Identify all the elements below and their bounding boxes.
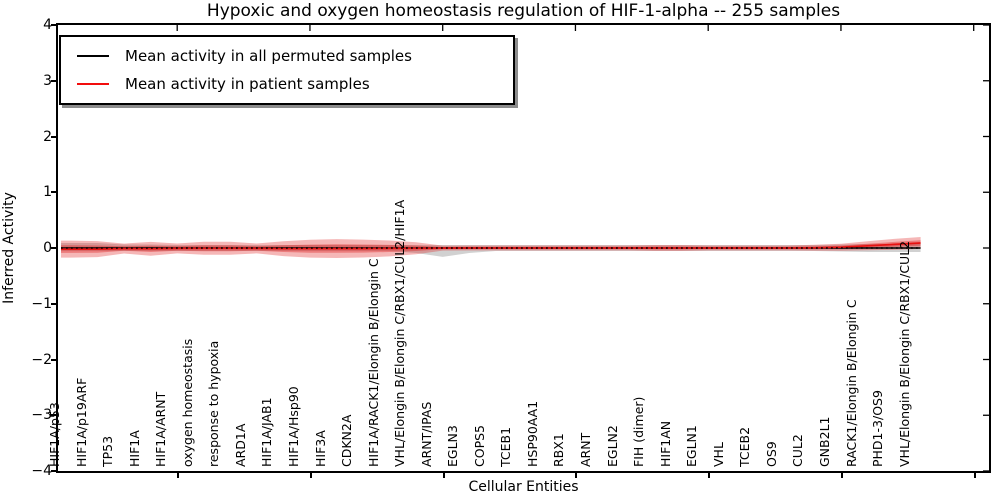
bottom-tick-mark xyxy=(840,473,843,478)
x-tick-label: VHL xyxy=(710,442,726,467)
x-tick-label: PHD1-3/OS9 xyxy=(870,390,886,467)
permuted-confidence-band xyxy=(61,243,921,257)
left-tick-mark xyxy=(51,24,56,26)
y-tick-label: 4 xyxy=(43,17,52,33)
x-tick-label: FIH (dimer) xyxy=(631,396,647,467)
x-tick-label: HIF1A/p53 xyxy=(47,402,62,467)
y-tick-label: −3 xyxy=(31,407,52,424)
left-tick-mark xyxy=(51,79,56,82)
x-tick-label: VHL/Elongin B/Elongin C/RBX1/CUL2/HIF1A xyxy=(392,199,408,467)
x-tick-label: ARNT xyxy=(578,432,593,467)
x-tick-label: CDKN2A xyxy=(339,414,355,467)
x-tick-label: TCEB2 xyxy=(737,426,753,467)
x-tick-label: TP53 xyxy=(100,435,116,467)
y-tick-label: −4 xyxy=(31,463,52,479)
x-tick-label: RBX1 xyxy=(551,433,567,467)
legend-item-permuted: Mean activity in all permuted samples xyxy=(71,42,503,70)
y-tick-label: 3 xyxy=(43,72,52,89)
x-tick-label: HIF1A xyxy=(126,430,142,467)
x-tick-label: ARNT/IPAS xyxy=(418,401,434,467)
x-tick-label: EGLN1 xyxy=(684,425,700,467)
x-tick-label: HIF1A/ARNT xyxy=(153,391,169,467)
x-tick-label: HIF3A xyxy=(312,430,328,467)
x-tick-label: TCEB1 xyxy=(498,426,514,467)
x-tick-label: COPS5 xyxy=(471,425,487,467)
x-tick-label: CUL2 xyxy=(790,434,806,467)
bottom-tick-mark xyxy=(708,473,711,478)
y-tick-label: −1 xyxy=(31,295,52,312)
bottom-tick-mark xyxy=(309,473,312,478)
x-tick-label: response to hypoxia xyxy=(206,340,222,467)
left-tick-mark xyxy=(51,247,56,249)
x-tick-label: VHL/Elongin B/Elongin C/RBX1/CUL2 xyxy=(896,240,912,467)
x-tick-label: EGLN2 xyxy=(604,425,620,467)
legend: Mean activity in all permuted samples Me… xyxy=(59,35,515,105)
x-tick-label: oxygen homeostasis xyxy=(179,338,195,467)
x-axis-label: Cellular Entities xyxy=(468,479,579,495)
left-tick-mark xyxy=(51,302,56,305)
left-tick-mark xyxy=(51,470,56,472)
permuted-line-swatch-icon xyxy=(77,55,109,57)
x-tick-label: HSP90AA1 xyxy=(524,400,540,467)
bottom-tick-mark xyxy=(575,473,578,478)
x-tick-label: HIF1AN xyxy=(657,420,673,467)
y-tick-label: 2 xyxy=(43,128,52,145)
x-tick-label: GNB2L1 xyxy=(816,416,832,467)
x-tick-label: HIF1A/JAB1 xyxy=(259,397,275,467)
x-tick-label: EGLN3 xyxy=(445,425,461,467)
plot-area: HIF1A/p53 HIF1A/p19ARF TP53 HIF1A HIF1A/ARNT… xyxy=(47,23,991,473)
left-tick-mark xyxy=(51,191,56,194)
x-tick-label: ARD1A xyxy=(232,423,248,467)
patient-band-inner xyxy=(61,240,921,253)
patient-line-swatch-icon xyxy=(77,83,109,85)
chart-title: Hypoxic and oxygen homeostasis regulatio… xyxy=(206,1,841,21)
legend-item-label: Mean activity in patient samples xyxy=(125,75,370,93)
legend-item-patient: Mean activity in patient samples xyxy=(71,70,503,98)
y-tick-label: 1 xyxy=(43,184,52,201)
left-tick-mark xyxy=(51,414,56,417)
chart-canvas xyxy=(61,25,989,471)
x-tick-label: HIF1A/Hsp90 xyxy=(285,386,301,467)
bottom-tick-mark xyxy=(973,473,976,478)
left-tick-mark xyxy=(51,358,56,361)
left-tick-mark xyxy=(51,135,56,138)
bottom-tick-mark xyxy=(177,473,180,478)
bottom-tick-mark xyxy=(442,473,445,478)
x-tick-label: HIF1A/p19ARF xyxy=(73,377,89,467)
legend-item-label: Mean activity in all permuted samples xyxy=(125,47,412,65)
x-tick-label: HIF1A/RACK1/Elongin B/Elongin C xyxy=(365,258,381,467)
y-tick-label: −2 xyxy=(31,351,52,368)
y-tick-label: 0 xyxy=(43,240,52,256)
x-tick-label: RACK1/Elongin B/Elongin C xyxy=(843,299,859,467)
x-tick-label: OS9 xyxy=(763,441,779,467)
